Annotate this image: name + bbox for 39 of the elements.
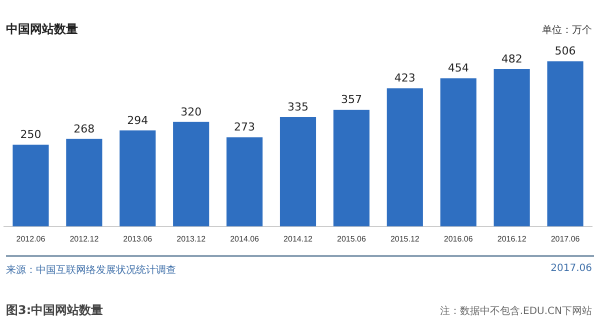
bar: [120, 130, 156, 226]
data-label: 273: [234, 120, 256, 134]
text: 单位：万个: [542, 24, 592, 37]
data-label: 268: [74, 122, 95, 136]
x-tick-label: 2017.06: [550, 234, 580, 244]
bar: [494, 69, 530, 226]
data-label: 335: [288, 100, 308, 114]
bar: [386, 88, 423, 226]
x-tick-label: 2013.12: [176, 234, 206, 244]
bar: [440, 78, 476, 226]
bar: [547, 61, 584, 226]
data-label: 294: [127, 114, 148, 127]
x-tick-label: 2016.12: [497, 234, 527, 244]
data-label: 506: [554, 44, 576, 58]
text: 注：数据中不包含.EDU.CN下网站: [440, 304, 592, 318]
bar: [333, 110, 370, 226]
bar: [226, 137, 263, 226]
bar: [280, 117, 316, 226]
x-tick-label: 2012.12: [70, 234, 100, 244]
data-label: 454: [448, 62, 469, 75]
data-label: 357: [340, 93, 362, 106]
data-label: 423: [394, 72, 416, 85]
caption: 图3:中国网站数量: [6, 302, 104, 319]
bar: [12, 144, 49, 226]
source-note: 来源：中国互联网络发展状况统计调查: [6, 264, 176, 277]
bar: [66, 138, 102, 226]
bar: [173, 122, 210, 226]
x-tick-label: 2015.06: [336, 234, 366, 244]
x-tick-label: 2013.06: [123, 234, 153, 244]
chart-title: 中国网站数量: [6, 21, 78, 38]
x-tick-label: 2012.06: [16, 234, 46, 244]
x-tick-label: 2014.12: [284, 234, 314, 244]
x-tick-label: 2015.12: [390, 234, 420, 244]
data-label: 482: [501, 52, 522, 66]
text: 2017.06: [550, 263, 592, 274]
x-tick-label: 2016.06: [444, 234, 474, 244]
x-tick-label: 2014.06: [230, 234, 260, 244]
data-label: 320: [180, 105, 202, 118]
data-label: 250: [20, 128, 42, 142]
